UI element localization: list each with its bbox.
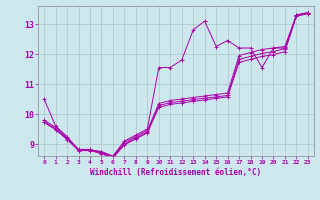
X-axis label: Windchill (Refroidissement éolien,°C): Windchill (Refroidissement éolien,°C)	[91, 168, 261, 177]
